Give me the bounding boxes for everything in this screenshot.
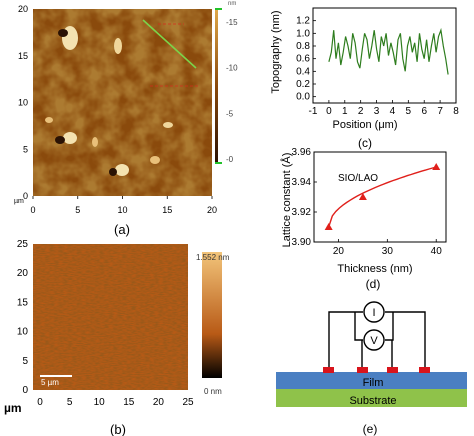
- colorbar-b-bottom: 0 nm: [204, 387, 222, 396]
- a-colorbar-tick: -10: [226, 64, 238, 73]
- linescan-marker: [142, 19, 197, 69]
- d-xtick-label: 30: [382, 246, 394, 257]
- panel-b-unit: µm: [4, 401, 22, 415]
- current-meter-icon: [363, 301, 385, 323]
- panel-label-e: (e): [363, 422, 378, 436]
- c-series-line: [328, 27, 449, 75]
- d-xtick-label: 40: [431, 246, 443, 257]
- c-ytick-label: 0.4: [296, 66, 310, 77]
- a-xtick-label: 10: [117, 205, 127, 215]
- colorbar-b-top: 1.552 nm: [196, 253, 230, 262]
- a-xtick-label: 5: [75, 205, 80, 215]
- panel-c-xlabel: Position (μm): [332, 119, 397, 131]
- c-xtick-label: 4: [390, 106, 396, 117]
- a-ytick-label: 5: [23, 144, 28, 154]
- a-ytick-label: 10: [18, 98, 28, 108]
- c-xtick-label: 6: [421, 106, 427, 117]
- b-xtick-label: 0: [37, 397, 43, 408]
- b-ytick-label: 5: [22, 356, 28, 367]
- panel-label-b: (b): [110, 422, 126, 436]
- panel-d: 20 30 40 3.90 3.92 3.94 3.96 SIO/LAO Thickness…: [280, 147, 447, 291]
- panel-label-d: (d): [366, 277, 381, 291]
- c-ytick-label: 0.8: [296, 41, 310, 52]
- b-xtick-label: 20: [153, 397, 165, 408]
- c-ytick-label: 0.0: [296, 92, 310, 103]
- panel-a: nm -15 -10 -5 -0 0 5 10 15 20 0 5 10 15 20 µm (a): [14, 1, 238, 237]
- c-xtick-label: 8: [453, 106, 459, 117]
- c-xtick-label: -1: [309, 106, 318, 117]
- colorbar-a-unit: nm: [228, 1, 236, 7]
- d-fit-curve: [328, 166, 437, 228]
- c-xtick-label: 2: [358, 106, 364, 117]
- contact-3: [387, 367, 398, 373]
- voltage-meter-icon: [363, 329, 385, 351]
- d-plot-frame: [313, 151, 447, 243]
- a-colorbar-tick: -5: [226, 109, 234, 118]
- c-plot-frame: [312, 7, 457, 104]
- contact-4: [419, 367, 430, 373]
- colorbar-a: [215, 9, 218, 163]
- film-layer: [276, 372, 467, 389]
- panel-a-unit: µm: [14, 198, 24, 205]
- contacts: [323, 367, 430, 373]
- panel-b: 5 µm 1.552 nm 0 nm 0 5 10 15 20 250510152025 …: [4, 239, 230, 436]
- b-ytick-label: 15: [17, 297, 29, 308]
- scalebar-b-label: 5 µm: [41, 378, 59, 387]
- panel-d-xlabel: Thickness (nm): [337, 263, 412, 275]
- a-ytick-label: 15: [18, 51, 28, 61]
- circuit-wires: [328, 311, 426, 370]
- b-xtick-label: 10: [94, 397, 106, 408]
- a-ytick-label: 20: [18, 4, 28, 14]
- d-ytick-label: 3.94: [292, 177, 312, 188]
- a-xtick-label: 15: [162, 205, 172, 215]
- panel-label-c: (c): [358, 136, 372, 150]
- panel-label-a: (a): [114, 222, 130, 237]
- voltage-meter-label: V: [370, 335, 378, 347]
- c-xtick-label: 7: [437, 106, 443, 117]
- a-xtick-label: 0: [30, 205, 35, 215]
- panel-c-ylabel: Topography (nm): [270, 10, 282, 93]
- d-ytick-label: 3.96: [292, 147, 312, 158]
- a-xtick-label: 20: [207, 205, 217, 215]
- c-ytick-label: 0.6: [296, 54, 310, 65]
- d-data-point: [324, 223, 333, 230]
- b-ytick-label: 0: [22, 385, 28, 396]
- panel-d-ylabel: Lattice constant (Å): [280, 153, 293, 248]
- contact-1: [323, 367, 334, 373]
- d-ytick-label: 3.92: [292, 207, 312, 218]
- a-ytick-label: 0: [23, 191, 28, 201]
- b-xtick-label: 5: [67, 397, 73, 408]
- panel-e: Film Substrate I V (e): [276, 301, 467, 436]
- panel-d-annotation: SIO/LAO: [338, 173, 378, 184]
- d-data-point: [432, 163, 441, 170]
- b-ytick-label: 10: [17, 327, 29, 338]
- afm-texture-b: [33, 244, 188, 390]
- c-xtick-label: 0: [326, 106, 332, 117]
- d-xtick-label: 20: [333, 246, 345, 257]
- b-ytick-label: 20: [17, 268, 29, 279]
- contact-2: [357, 367, 368, 373]
- c-ytick-label: 1.0: [296, 28, 310, 39]
- c-xtick-label: 1: [342, 106, 348, 117]
- substrate-layer: [276, 389, 467, 407]
- current-meter-label: I: [372, 307, 375, 319]
- a-colorbar-tick: -0: [226, 155, 234, 164]
- film-label: Film: [363, 377, 384, 389]
- a-colorbar-tick: -15: [226, 18, 238, 27]
- panel-c: -1 0 1 2 3 4 5 6 7 8 0.0 0.2 0.40.6 0.8 1.01.2 Positio…: [270, 7, 459, 150]
- c-ytick-label: 0.2: [296, 79, 310, 90]
- b-ytick-label: 25: [17, 239, 29, 250]
- c-ytick-label: 1.2: [296, 16, 310, 27]
- afm-features-a: [45, 26, 173, 176]
- b-xtick-label: 15: [123, 397, 135, 408]
- d-ytick-label: 3.90: [292, 237, 312, 248]
- d-data-point: [358, 193, 367, 200]
- b-xtick-label: 25: [182, 397, 194, 408]
- c-xtick-label: 5: [406, 106, 412, 117]
- substrate-label: Substrate: [349, 395, 396, 407]
- c-xtick-label: 3: [374, 106, 380, 117]
- colorbar-b: [202, 252, 222, 378]
